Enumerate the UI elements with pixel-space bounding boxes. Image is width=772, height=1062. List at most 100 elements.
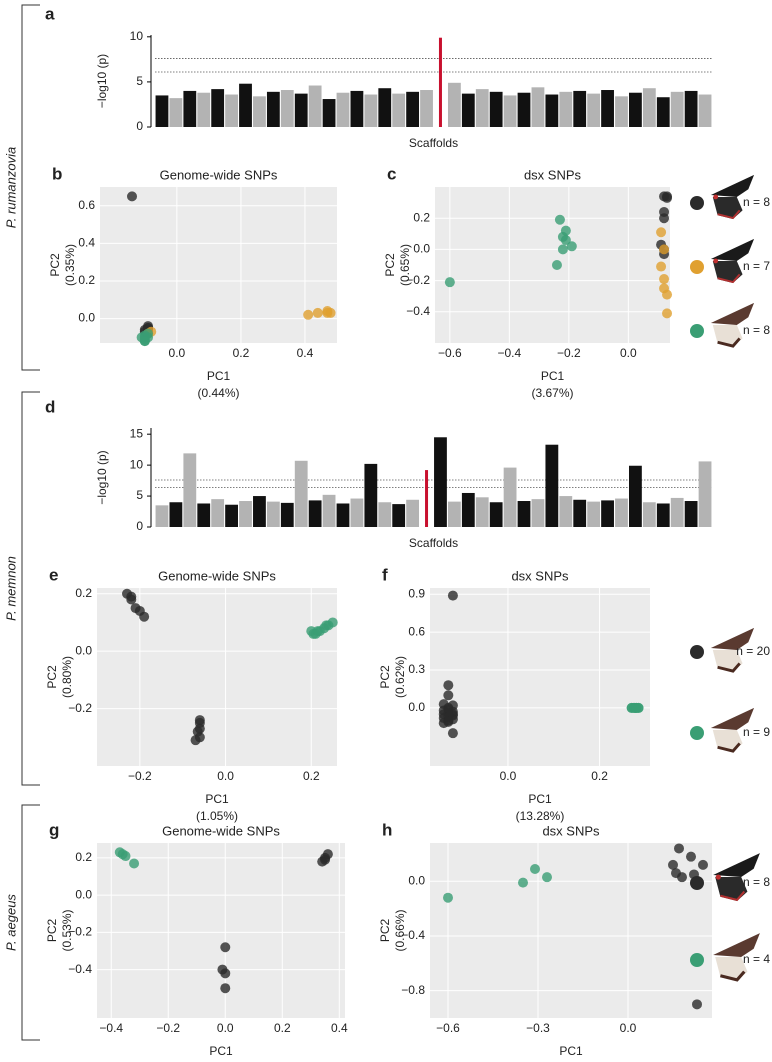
y-axis-sublabel: (0.62%) — [393, 656, 407, 698]
scaffold-column — [670, 91, 684, 127]
point — [447, 590, 458, 601]
point — [444, 277, 455, 288]
scaffold-column — [155, 95, 169, 127]
y-axis-sublabel: (0.65%) — [398, 244, 412, 286]
x-axis-sublabel: (1.05%) — [196, 809, 238, 823]
scaffold-column — [503, 467, 517, 527]
legend-label: n = 8 — [743, 323, 770, 337]
y-tick-label: 0.2 — [413, 210, 430, 224]
point — [220, 968, 231, 979]
y-axis-sublabel: (0.35%) — [63, 244, 77, 286]
x-tick-label: 0.4 — [297, 346, 314, 360]
x-axis-sublabel: (0.44%) — [197, 386, 239, 400]
x-tick-label: −0.2 — [557, 346, 581, 360]
y-tick-label: 5 — [136, 488, 143, 502]
y-tick-label: −0.4 — [68, 962, 92, 976]
scaffold-column — [684, 90, 698, 127]
y-tick-label: 0.4 — [78, 236, 95, 250]
plot-background — [97, 843, 345, 1018]
legend-marker — [690, 260, 704, 274]
scaffold-column — [587, 501, 601, 527]
x-tick-label: −0.6 — [438, 346, 462, 360]
point — [656, 261, 667, 272]
legend-label: n = 8 — [743, 195, 770, 209]
y-axis-sublabel: (0.53%) — [60, 909, 74, 951]
scaffold-column — [406, 91, 420, 127]
group-label: P. memnon — [3, 556, 18, 621]
scaffold-column — [517, 92, 531, 127]
scaffold-column — [350, 90, 364, 127]
point — [668, 859, 678, 870]
y-tick-label: 15 — [130, 426, 144, 440]
legend-label: n = 20 — [736, 644, 770, 658]
y-tick-label: 0.0 — [78, 311, 95, 325]
point — [126, 594, 137, 605]
scaffold-column — [364, 94, 378, 127]
scaffold-column — [266, 501, 280, 527]
y-tick-label: 0.6 — [78, 198, 95, 212]
scaffold-column — [559, 496, 573, 527]
scaffold-column — [489, 502, 503, 527]
point — [530, 863, 540, 874]
y-axis-label: PC2 — [383, 253, 397, 277]
point — [542, 872, 552, 883]
point — [662, 308, 673, 319]
scaffold-column — [503, 95, 517, 127]
y-axis-label: PC2 — [378, 665, 392, 689]
y-tick-label: 0.0 — [413, 242, 430, 256]
scaffold-column — [573, 90, 587, 127]
x-tick-label: 0.2 — [591, 769, 608, 783]
point — [303, 309, 314, 320]
point — [662, 191, 673, 202]
scaffold-column — [447, 82, 461, 127]
panel-letter: h — [382, 820, 392, 839]
y-tick-label: 0.0 — [408, 700, 425, 714]
x-tick-label: −0.4 — [498, 346, 522, 360]
scaffold-column — [336, 503, 350, 527]
scaffold-column — [601, 90, 614, 127]
scaffold-column — [294, 93, 308, 127]
x-axis-label: PC1 — [541, 369, 565, 383]
y-tick-label: 5 — [136, 74, 143, 88]
scaffold-column — [698, 461, 712, 527]
y-tick-label: 0.9 — [408, 586, 425, 600]
x-tick-label: 0.2 — [274, 1021, 291, 1035]
scaffold-column — [475, 89, 489, 127]
y-tick-label: 0.0 — [75, 643, 92, 657]
x-axis-label: Scaffolds — [409, 536, 458, 550]
y-tick-label: 0.2 — [75, 586, 92, 600]
point — [190, 735, 201, 746]
point — [443, 892, 453, 903]
x-axis-sublabel: (3.67%) — [531, 386, 573, 400]
y-tick-label: 0.0 — [408, 873, 425, 887]
y-tick-label: 10 — [130, 457, 144, 471]
chart-title: Genome-wide SNPs — [160, 167, 278, 182]
point — [139, 611, 150, 622]
x-tick-label: −0.2 — [156, 1021, 180, 1035]
point — [557, 231, 568, 242]
scaffold-column — [629, 92, 642, 127]
scaffold-column — [656, 97, 670, 127]
scaffold-column — [378, 88, 392, 127]
point — [443, 680, 454, 691]
scaffold-column — [615, 498, 628, 527]
point — [443, 690, 454, 701]
y-tick-label: −0.2 — [68, 925, 92, 939]
legend-label: n = 8 — [743, 875, 770, 889]
legend-marker — [690, 645, 704, 659]
point — [322, 306, 333, 317]
scaffold-column — [559, 91, 573, 127]
scaffold-column — [225, 504, 238, 527]
point — [447, 728, 458, 739]
scaffold-column — [183, 90, 197, 127]
scaffold-column — [197, 503, 211, 527]
scaffold-column — [461, 492, 475, 527]
point — [674, 843, 684, 854]
panel-letter: d — [45, 397, 55, 416]
y-tick-label: 10 — [130, 29, 144, 43]
point — [518, 877, 528, 888]
plot-background — [100, 187, 337, 343]
scaffold-column — [615, 96, 628, 127]
scaffold-column — [294, 460, 308, 527]
y-axis-label: −log10 (p) — [95, 54, 109, 108]
